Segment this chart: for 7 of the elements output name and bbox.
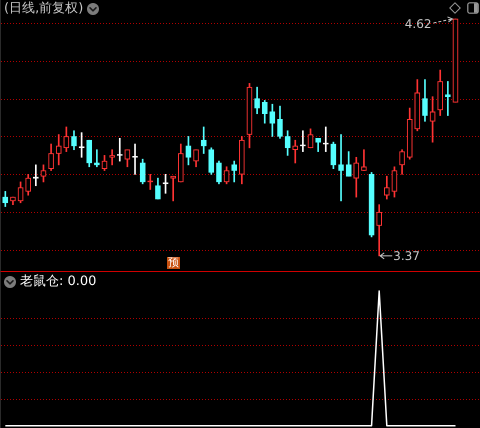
chart-title: 老鼠仓: 0.00	[20, 274, 96, 289]
annotation: 3.37	[393, 248, 420, 263]
candlestick	[338, 134, 344, 202]
annotation: 预	[167, 256, 180, 269]
candlestick	[361, 149, 367, 171]
annotation: 4.62	[404, 17, 432, 32]
chart-title: (日线,前复权)	[4, 1, 84, 16]
